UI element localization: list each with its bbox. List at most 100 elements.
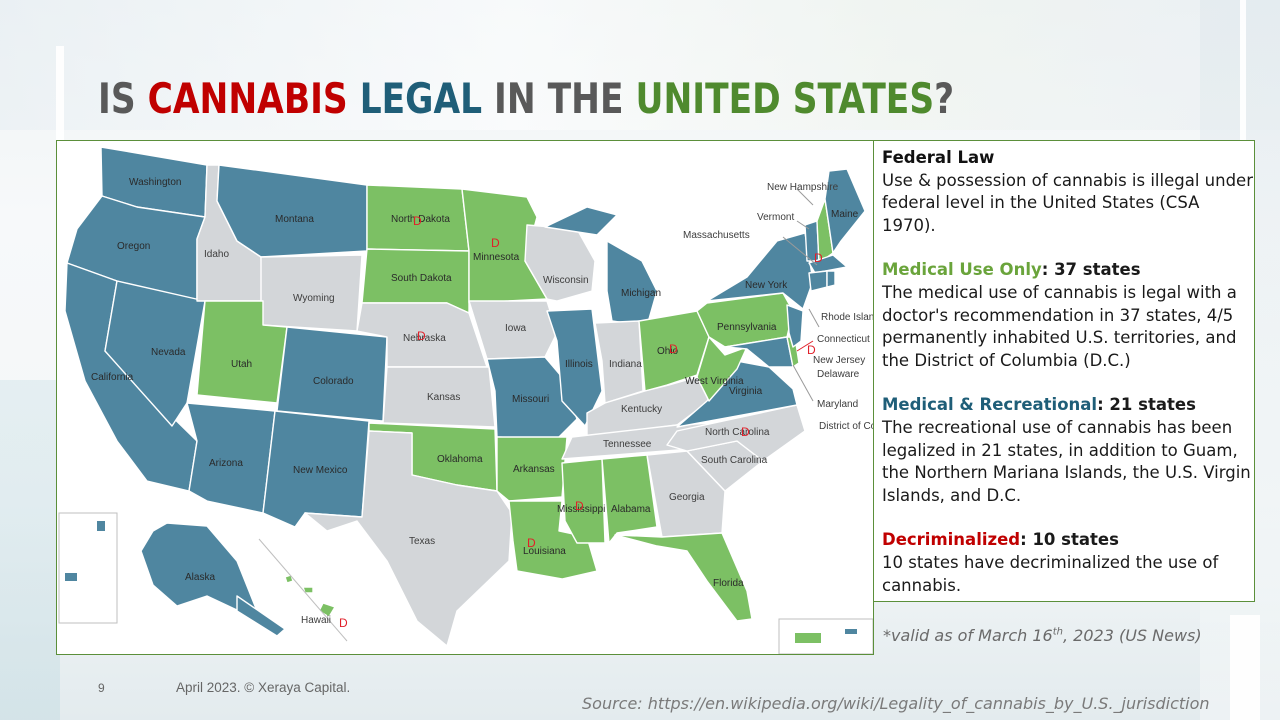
title-part: UNITED STATES bbox=[635, 74, 935, 123]
leader-vermont bbox=[796, 220, 810, 230]
label-georgia: Georgia bbox=[669, 492, 705, 503]
title-part: CANNABIS bbox=[147, 74, 348, 123]
validity-sup: th bbox=[1052, 626, 1063, 638]
state-iowa bbox=[468, 300, 558, 360]
leader-delaware bbox=[796, 340, 814, 352]
validity-suffix: , 2023 (US News) bbox=[1062, 626, 1202, 645]
state-florida bbox=[614, 532, 753, 622]
recreational-heading: Medical & Recreational bbox=[882, 395, 1098, 415]
label-arkansas: Arkansas bbox=[513, 464, 555, 475]
decrim-north-dakota: D bbox=[413, 214, 422, 228]
medical-heading: Medical Use Only bbox=[882, 260, 1042, 280]
label-alaska: Alaska bbox=[185, 572, 215, 583]
label-oklahoma: Oklahoma bbox=[437, 454, 483, 465]
federal-law-heading: Federal Law bbox=[882, 148, 995, 167]
territory-guam bbox=[97, 521, 105, 531]
validity-prefix: *valid as of March 16 bbox=[883, 626, 1053, 645]
caribbean-inset bbox=[778, 618, 873, 654]
validity-note: *valid as of March 16th, 2023 (US News) bbox=[883, 626, 1202, 645]
label-maryland: Maryland bbox=[817, 399, 858, 410]
label-new-mexico: New Mexico bbox=[293, 465, 348, 476]
state-north-carolina bbox=[666, 404, 806, 462]
label-south-dakota: South Dakota bbox=[391, 273, 452, 284]
us-cannabis-map: Washington Oregon California Nevada Idah… bbox=[56, 140, 874, 655]
label-nebraska: Nebraska bbox=[403, 333, 446, 344]
state-arkansas bbox=[496, 436, 568, 502]
background-top bbox=[0, 0, 1280, 130]
label-vermont: Vermont bbox=[757, 212, 794, 223]
label-arizona: Arizona bbox=[209, 458, 243, 469]
label-hawaii: Hawaii bbox=[301, 615, 331, 626]
label-kentucky: Kentucky bbox=[621, 404, 662, 415]
label-massachusetts: Massachusetts bbox=[683, 230, 750, 241]
page-title: IS CANNABIS LEGAL IN THE UNITED STATES? bbox=[98, 74, 954, 123]
state-michigan-up bbox=[544, 206, 618, 236]
state-alaska-tail bbox=[236, 595, 286, 637]
decor-bar bbox=[1230, 615, 1260, 720]
state-hawaii bbox=[284, 574, 336, 618]
state-rhode-island bbox=[826, 270, 836, 288]
label-indiana: Indiana bbox=[609, 359, 642, 370]
leader-new-jersey bbox=[808, 308, 820, 328]
territory-puerto-rico bbox=[795, 633, 821, 643]
label-mississippi: Mississippi bbox=[557, 504, 605, 515]
inset-divider bbox=[258, 538, 348, 642]
label-ohio: Ohio bbox=[657, 346, 679, 357]
label-idaho: Idaho bbox=[204, 249, 229, 260]
label-connecticut: Connecticut bbox=[817, 334, 870, 345]
title-part: LEGAL bbox=[347, 74, 483, 123]
decriminalized-text: 10 states have decriminalized the use of… bbox=[882, 552, 1219, 595]
label-iowa: Iowa bbox=[505, 323, 527, 334]
label-maine: Maine bbox=[831, 209, 859, 220]
title-part: IS bbox=[98, 74, 148, 123]
recreational-text: The recreational use of cannabis has bee… bbox=[882, 417, 1251, 505]
state-texas bbox=[304, 430, 513, 647]
label-new-jersey: New Jersey bbox=[813, 355, 865, 366]
label-montana: Montana bbox=[275, 214, 314, 225]
source-citation: Source: https://en.wikipedia.org/wiki/Le… bbox=[582, 694, 1210, 713]
leader-maryland bbox=[792, 364, 814, 402]
state-mississippi bbox=[561, 458, 606, 544]
page-number: 9 bbox=[98, 681, 105, 695]
state-nevada bbox=[104, 280, 206, 427]
state-wisconsin bbox=[524, 224, 596, 302]
state-connecticut bbox=[808, 270, 828, 292]
state-maine bbox=[824, 168, 866, 254]
title-part: ? bbox=[934, 74, 955, 123]
territory-islands bbox=[65, 573, 77, 581]
label-wisconsin: Wisconsin bbox=[543, 275, 589, 286]
label-michigan: Michigan bbox=[621, 288, 661, 299]
legal-status-legend: Federal Law Use & possession of cannabis… bbox=[873, 140, 1255, 602]
label-new-hampshire: New Hampshire bbox=[767, 182, 839, 193]
state-massachusetts bbox=[808, 254, 848, 274]
label-minnesota: Minnesota bbox=[473, 252, 520, 263]
territory-inset bbox=[58, 512, 118, 624]
decrim-nebraska: D bbox=[417, 329, 426, 343]
decor-bar bbox=[1240, 0, 1246, 210]
label-kansas: Kansas bbox=[427, 392, 460, 403]
decrim-delaware: D bbox=[807, 343, 816, 357]
label-alabama: Alabama bbox=[611, 504, 651, 515]
label-florida: Florida bbox=[713, 578, 744, 589]
background-left bbox=[0, 380, 60, 720]
label-delaware: Delaware bbox=[817, 369, 860, 380]
territory-usvi bbox=[845, 629, 857, 634]
decrim-ohio: D bbox=[669, 342, 678, 356]
state-georgia bbox=[646, 450, 726, 538]
state-colorado bbox=[276, 326, 388, 422]
leader-massachusetts bbox=[782, 236, 818, 266]
recreational-section: Medical & Recreational: 21 states The re… bbox=[882, 394, 1254, 507]
leader-new-hampshire bbox=[796, 188, 814, 206]
label-virginia: Virginia bbox=[729, 386, 763, 397]
decrim-new-hampshire: D bbox=[814, 251, 823, 265]
label-washington: Washington bbox=[129, 177, 181, 188]
decriminalized-section: Decriminalized: 10 states 10 states have… bbox=[882, 529, 1254, 597]
state-kansas bbox=[382, 366, 496, 428]
decrim-hawaii: D bbox=[339, 616, 348, 630]
label-rhode-island: Rhode Island bbox=[821, 312, 873, 323]
decrim-minnesota: D bbox=[491, 236, 500, 250]
federal-law-section: Federal Law Use & possession of cannabis… bbox=[882, 147, 1254, 237]
state-alaska bbox=[140, 522, 258, 612]
label-utah: Utah bbox=[231, 359, 252, 370]
decrim-louisiana: D bbox=[527, 536, 536, 550]
